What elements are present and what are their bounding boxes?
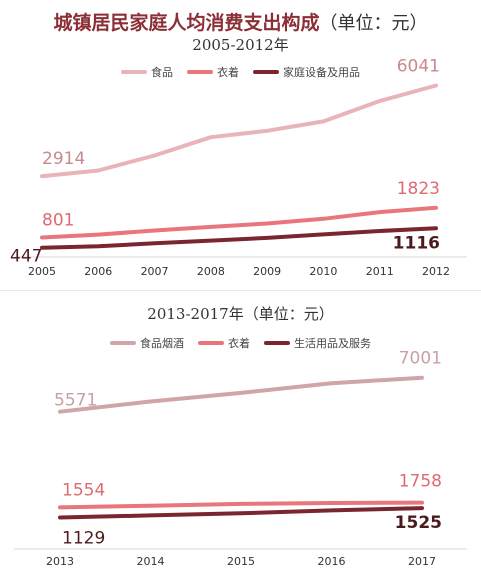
data-label: 7001 [399,349,442,369]
x-tick-label: 2011 [366,265,394,278]
legend-label: 家庭设备及用品 [283,66,360,79]
series-line [58,500,424,510]
chart-panel-2013-2017: 2013-2017年（单位：元） 食品烟酒 衣着 生活用品及服务 2013 201… [0,290,481,579]
legend-swatch [187,70,213,74]
legend-swatch [264,341,290,345]
x-tick-label: 2016 [318,555,346,568]
series-line [58,506,424,520]
x-tick-label: 2005 [28,265,56,278]
chart-title: 2013-2017年（单位：元） [147,305,334,323]
legend-swatch [198,341,224,345]
x-tick-label: 2015 [227,555,255,568]
x-tick-label: 2017 [408,555,436,568]
chart-title-text: 城镇居民家庭人均消费支出构成 [53,12,320,34]
series-line [40,226,438,250]
legend-item-clothing: 衣着 [187,64,239,80]
legend-label: 食品烟酒 [140,337,184,350]
legend-item-household: 家庭设备及用品 [253,64,360,80]
chart-subtitle: 2005-2012年 [192,36,289,54]
legend-label: 衣着 [217,66,239,79]
x-tick-label: 2014 [137,555,165,568]
legend-label: 衣着 [228,337,250,350]
data-label: 6041 [397,57,440,77]
line-chart-2013-2017: 2013 2014 2015 2016 2017 5571 7001 1554 1758 1129… [14,349,467,568]
legend-swatch [253,70,279,74]
line-chart-2005-2012: 2005 2006 2007 2008 2009 2010 2011 2012 2914 6041… [10,57,467,278]
chart-legend: 食品 衣着 家庭设备及用品 [0,64,481,80]
legend-item-food: 食品 [121,64,173,80]
data-label: 447 [10,247,42,267]
data-label: 1554 [62,480,105,500]
legend-item-clothing: 衣着 [198,335,250,351]
chart-title-unit: （单位：元） [319,13,428,34]
data-label: 1525 [395,513,442,533]
x-tick-label: 2008 [197,265,225,278]
x-tick-label: 2010 [309,265,337,278]
data-label: 1758 [399,472,442,492]
data-label: 5571 [54,391,97,411]
legend-swatch [121,70,147,74]
legend-label: 生活用品及服务 [294,337,371,350]
legend-swatch [110,341,136,345]
legend-item-daily-goods: 生活用品及服务 [264,335,371,351]
x-tick-label: 2006 [84,265,112,278]
legend-item-food-tobacco: 食品烟酒 [110,335,184,351]
data-label: 801 [42,210,74,230]
data-label: 1129 [62,529,105,549]
x-tick-label: 2013 [46,555,74,568]
x-tick-label: 2009 [253,265,281,278]
chart-title: 城镇居民家庭人均消费支出构成（单位：元） [0,8,481,35]
series-line [58,375,424,414]
data-label: 2914 [42,149,85,169]
data-label: 1823 [397,179,440,199]
x-tick-label: 2007 [141,265,169,278]
legend-label: 食品 [151,66,173,79]
x-tick-label: 2012 [422,265,450,278]
series-line [40,83,438,179]
chart-legend: 食品烟酒 衣着 生活用品及服务 [0,335,481,351]
series-line [40,205,438,240]
chart-panel-2005-2012: 城镇居民家庭人均消费支出构成（单位：元） 2005-2012年 食品 衣着 家庭… [0,0,481,288]
data-label: 1116 [393,233,440,253]
